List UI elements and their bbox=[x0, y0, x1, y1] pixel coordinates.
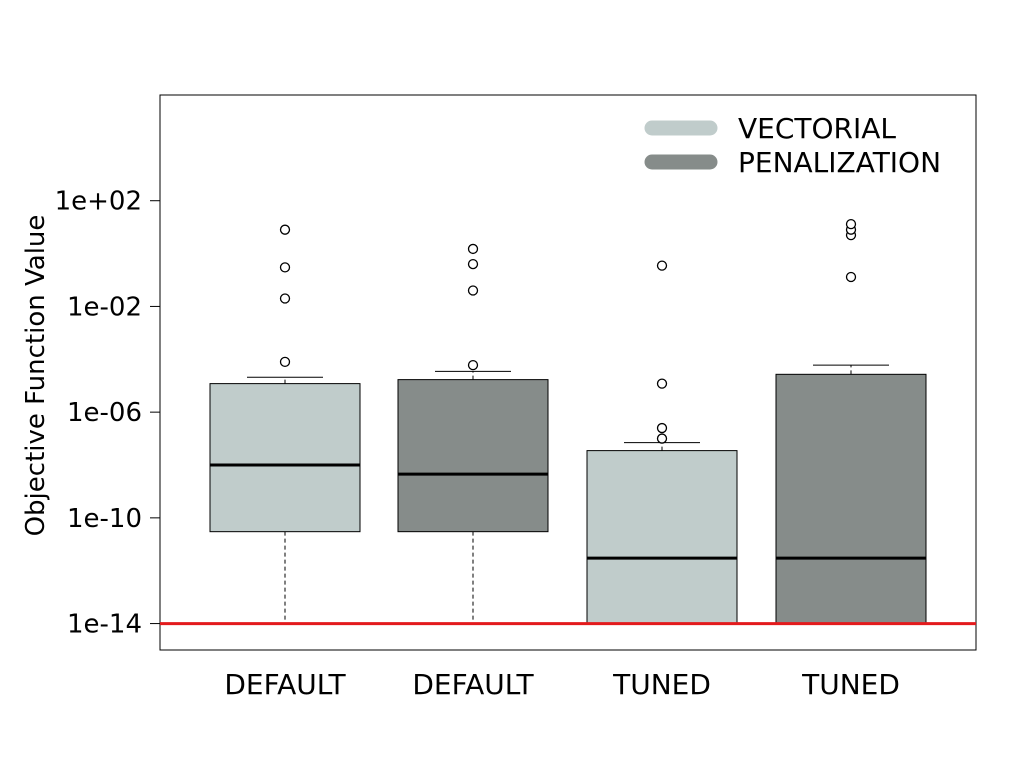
outlier-point bbox=[467, 258, 479, 270]
legend: VECTORIAL PENALIZATION bbox=[644, 112, 941, 179]
plot-frame bbox=[159, 94, 977, 651]
y-axis-ticks: 1e+02 1e-02 1e-06 1e-10 1e-14 bbox=[55, 187, 142, 640]
outlier-point bbox=[845, 218, 857, 230]
outlier-point bbox=[279, 262, 291, 273]
outlier-point bbox=[467, 359, 479, 371]
outlier-point bbox=[656, 433, 668, 444]
box-body bbox=[397, 379, 549, 533]
y-tick-label: 1e-06 bbox=[67, 398, 142, 428]
legend-label-vectorial: VECTORIAL bbox=[738, 112, 896, 145]
x-tick-label: TUNED bbox=[801, 668, 900, 701]
plot-area bbox=[150, 94, 977, 651]
y-tick-label: 1e+02 bbox=[55, 187, 142, 217]
y-axis-title-group: Objective Function Value bbox=[21, 215, 51, 537]
box-body bbox=[586, 450, 738, 625]
outlier-point bbox=[656, 422, 668, 434]
y-tick-label: 1e-10 bbox=[67, 504, 142, 534]
outlier-point bbox=[467, 285, 479, 296]
x-axis-labels: DEFAULT DEFAULT TUNED TUNED bbox=[224, 668, 900, 701]
y-tick-label: 1e-14 bbox=[67, 610, 142, 640]
box-body bbox=[775, 373, 927, 625]
outlier-point bbox=[656, 260, 668, 271]
outlier-point bbox=[279, 293, 291, 304]
box-body bbox=[209, 383, 361, 533]
x-tick-label: DEFAULT bbox=[412, 668, 534, 701]
outlier-point bbox=[279, 224, 291, 235]
x-tick-label: TUNED bbox=[612, 668, 711, 701]
outlier-point bbox=[279, 356, 291, 367]
outlier-point bbox=[467, 243, 479, 255]
y-axis-title: Objective Function Value bbox=[21, 215, 51, 537]
x-tick-label: DEFAULT bbox=[224, 668, 346, 701]
outlier-point bbox=[845, 271, 857, 283]
legend-label-penalization: PENALIZATION bbox=[738, 146, 941, 179]
outlier-point bbox=[656, 378, 668, 389]
y-tick-label: 1e-02 bbox=[67, 292, 142, 322]
